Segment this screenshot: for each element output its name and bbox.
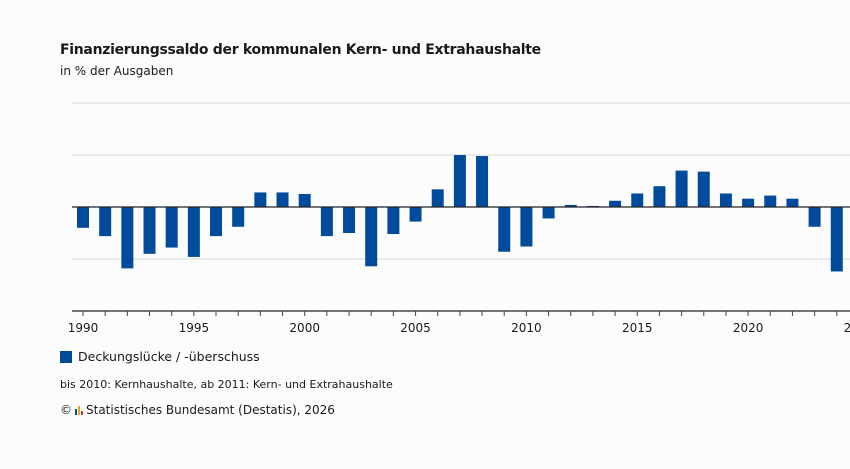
- bar-2004: [387, 207, 400, 235]
- bar-1991: [99, 207, 112, 237]
- x-tick-label: 2010: [511, 321, 542, 335]
- bar-1994: [165, 207, 178, 248]
- footnote: bis 2010: Kernhaushalte, ab 2011: Kern- …: [60, 378, 393, 391]
- bar-2018: [697, 171, 710, 207]
- legend-swatch: [60, 350, 72, 363]
- bar-2009: [498, 207, 511, 252]
- source-text: Statistisches Bundesamt (Destatis), 2026: [86, 403, 335, 417]
- x-tick-label: 2025: [844, 321, 850, 335]
- bar-2008: [476, 156, 489, 207]
- legend-label: Deckungslücke / -überschuss: [78, 349, 260, 364]
- bar-2012: [564, 204, 577, 207]
- bar-2007: [453, 155, 466, 207]
- bar-1990: [77, 207, 89, 228]
- bar-2005: [409, 207, 422, 222]
- bar-2016: [653, 186, 666, 207]
- bar-2001: [320, 207, 333, 237]
- bar-2010: [520, 207, 533, 247]
- copyright-symbol: ©: [60, 403, 72, 417]
- bar-1998: [254, 192, 267, 207]
- bar-1992: [121, 207, 134, 269]
- source-line: © Statistisches Bundesamt (Destatis), 20…: [60, 403, 335, 417]
- legend: Deckungslücke / -überschuss: [60, 349, 260, 364]
- bar-2024: [830, 207, 843, 272]
- bar-1996: [210, 207, 223, 237]
- bar-1993: [143, 207, 156, 254]
- x-tick-label: 2015: [622, 321, 653, 335]
- bar-2002: [343, 207, 356, 233]
- bar-2021: [764, 195, 777, 207]
- bar-2023: [808, 207, 821, 227]
- bar-2014: [609, 200, 622, 207]
- bar-1995: [187, 207, 200, 257]
- bar-2015: [631, 193, 644, 207]
- bar-2020: [742, 198, 755, 207]
- x-tick-label: 1995: [179, 321, 210, 335]
- bar-chart: 1990 1995 2000 2005 2010 2015 2020 2025: [68, 102, 850, 335]
- x-tick-label: 2020: [733, 321, 764, 335]
- bar-1999: [276, 192, 289, 207]
- x-tick-label: 1990: [68, 321, 99, 335]
- bar-2000: [298, 194, 311, 207]
- bar-1997: [232, 207, 245, 227]
- bar-2022: [786, 198, 799, 207]
- bar-2019: [719, 193, 732, 207]
- x-tick-label: 2005: [400, 321, 431, 335]
- destatis-logo-icon: [75, 405, 83, 415]
- chart-subtitle: in % der Ausgaben: [60, 64, 174, 78]
- bar-2006: [431, 189, 444, 207]
- bar-2003: [365, 207, 378, 267]
- x-tick-label: 2000: [289, 321, 320, 335]
- bar-2011: [542, 207, 555, 219]
- chart-title: Finanzierungssaldo der kommunalen Kern- …: [60, 42, 541, 58]
- bar-2017: [675, 170, 688, 207]
